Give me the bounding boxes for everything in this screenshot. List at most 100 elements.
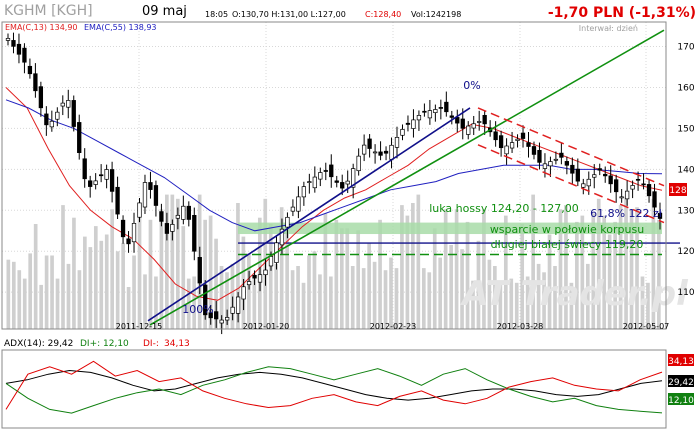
candle-body [361,144,367,155]
adx-last-marker [668,375,694,387]
candle-body [630,185,635,190]
candle-body [148,182,153,190]
volume-bar [329,276,333,329]
di-minus-line [5,360,663,410]
volume-bar [154,276,158,329]
candle-body [356,155,361,172]
header-close: C:128,40 [365,10,401,19]
volume-bar [509,278,514,329]
volume-bar [531,194,535,329]
candle-body [378,151,383,156]
watermark: AT Trader.pl [459,274,689,314]
x-tick-label: 2012-05-07 [623,322,670,331]
volume-bar [6,259,11,329]
price-axis: 110 120 130 140 150 160 170 [677,43,694,299]
candle-body [181,205,186,220]
candle-body [559,152,564,158]
ema13-legend: EMA(C,13) 134,90 [5,23,78,32]
volume-bar [247,253,251,329]
volume-bar [602,215,607,329]
volume-bar [443,209,448,329]
candle-body [257,274,263,283]
ema13-line [5,87,663,301]
volume-bar [181,226,186,329]
candle-body [455,117,460,124]
volume-bar [301,282,306,329]
candle-body [449,115,454,118]
candle-body [164,223,170,234]
volume-bar [334,219,339,329]
ticker-title: KGHM [KGH] [4,3,93,19]
volume-bar [405,215,410,329]
candle-body [98,174,104,177]
candle-body [635,178,641,181]
volume-bar [536,263,541,329]
volume-bar [411,203,415,329]
candle-body [520,132,526,139]
volume-bar [33,224,38,329]
candle-body [219,319,224,324]
candle-body [246,281,252,286]
volume-bar [378,219,382,329]
volume-bar [17,270,22,329]
candle-body [394,136,400,148]
candle-body [531,146,537,155]
volume-bar [323,213,328,329]
volume-bar [110,209,115,329]
candle-body [592,174,597,178]
candle-body [115,186,120,215]
candle-body [444,101,449,113]
x-tick-label: 2011-12-15 [116,322,163,331]
volume-bar [55,278,60,329]
candle-body [603,173,608,177]
candle-body [411,119,416,129]
candle-body [477,121,482,123]
volume-bar [646,282,650,329]
volume-bar [460,249,464,329]
volume-bar [438,257,443,329]
volume-bar [498,280,503,329]
volume-bar [553,266,557,329]
candle-body [131,223,137,243]
volume-bar [629,209,634,329]
volume-bar [285,219,289,329]
volume-bar [350,266,355,329]
volume-bar [296,266,300,329]
volume-bar [77,270,82,329]
candle-body [564,161,570,166]
volume-bar [345,228,350,329]
candle-body [624,190,630,200]
x-tick-label: 2012-01-20 [243,322,290,331]
volume-bar [575,221,579,329]
volume-bar [613,221,617,329]
last-price-marker [669,183,687,196]
fib-trend-line [147,107,471,322]
volume-bar [115,251,120,329]
volume-bar [525,276,530,329]
candle-body [241,286,246,300]
fib-0-label: 0% [463,79,480,92]
candle-body [268,256,274,267]
candle-body [120,219,126,238]
volume-bar [564,205,568,329]
price-change: -1,70 PLN (-1,31%) [548,5,696,21]
volume-bar [203,219,207,329]
volume-bar [591,213,596,329]
volume-bar [471,280,475,329]
candle-body [175,214,180,219]
candle-body [11,40,16,47]
di-plus-legend-value: 12,10 [103,339,129,349]
price-panel-frame [1,21,667,330]
volume-bar [367,242,371,329]
candle-body [416,115,422,121]
volume-bar [93,226,98,329]
x-tick-label: 2012-03-28 [497,322,544,331]
candle-body [367,138,372,149]
volume-bar [312,251,317,329]
candle-body [252,275,257,279]
volume-bars [6,194,661,329]
candle-body [44,113,49,126]
y-tick-label: 140 [677,165,694,175]
